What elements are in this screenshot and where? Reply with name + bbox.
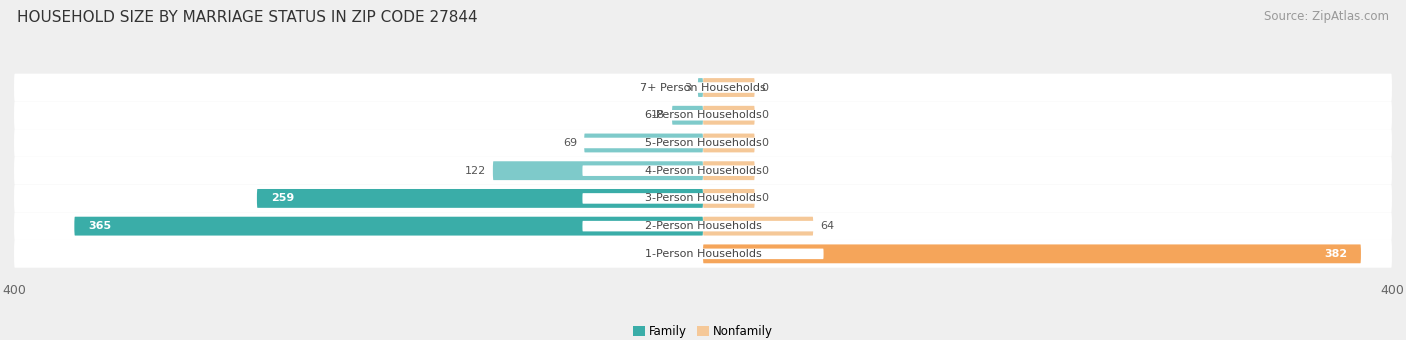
- FancyBboxPatch shape: [582, 221, 824, 232]
- FancyBboxPatch shape: [582, 138, 824, 148]
- Text: 6-Person Households: 6-Person Households: [644, 110, 762, 120]
- Text: 64: 64: [820, 221, 834, 231]
- FancyBboxPatch shape: [703, 134, 755, 152]
- FancyBboxPatch shape: [14, 74, 1392, 101]
- Text: 18: 18: [651, 110, 665, 120]
- Text: 1-Person Households: 1-Person Households: [644, 249, 762, 259]
- Text: 122: 122: [465, 166, 486, 176]
- FancyBboxPatch shape: [582, 249, 824, 259]
- FancyBboxPatch shape: [703, 244, 1361, 263]
- Text: 7+ Person Households: 7+ Person Households: [640, 83, 766, 92]
- Legend: Family, Nonfamily: Family, Nonfamily: [628, 320, 778, 340]
- Text: 3: 3: [683, 83, 690, 92]
- FancyBboxPatch shape: [703, 78, 755, 97]
- Text: 2-Person Households: 2-Person Households: [644, 221, 762, 231]
- FancyBboxPatch shape: [582, 166, 824, 176]
- Text: 382: 382: [1324, 249, 1347, 259]
- Text: HOUSEHOLD SIZE BY MARRIAGE STATUS IN ZIP CODE 27844: HOUSEHOLD SIZE BY MARRIAGE STATUS IN ZIP…: [17, 10, 478, 25]
- FancyBboxPatch shape: [75, 217, 703, 236]
- FancyBboxPatch shape: [703, 161, 755, 180]
- Text: 4-Person Households: 4-Person Households: [644, 166, 762, 176]
- FancyBboxPatch shape: [582, 193, 824, 204]
- FancyBboxPatch shape: [672, 106, 703, 125]
- FancyBboxPatch shape: [14, 240, 1392, 268]
- FancyBboxPatch shape: [14, 185, 1392, 212]
- Text: 0: 0: [762, 138, 769, 148]
- FancyBboxPatch shape: [582, 82, 824, 93]
- FancyBboxPatch shape: [14, 212, 1392, 240]
- Text: 0: 0: [762, 166, 769, 176]
- Text: 5-Person Households: 5-Person Households: [644, 138, 762, 148]
- Text: 3-Person Households: 3-Person Households: [644, 193, 762, 203]
- FancyBboxPatch shape: [14, 101, 1392, 129]
- FancyBboxPatch shape: [703, 106, 755, 125]
- FancyBboxPatch shape: [703, 217, 813, 236]
- FancyBboxPatch shape: [582, 110, 824, 120]
- FancyBboxPatch shape: [14, 157, 1392, 185]
- FancyBboxPatch shape: [257, 189, 703, 208]
- FancyBboxPatch shape: [583, 134, 703, 152]
- Text: 0: 0: [762, 193, 769, 203]
- Text: 259: 259: [271, 193, 294, 203]
- Text: 365: 365: [89, 221, 111, 231]
- Text: 0: 0: [762, 83, 769, 92]
- Text: Source: ZipAtlas.com: Source: ZipAtlas.com: [1264, 10, 1389, 23]
- FancyBboxPatch shape: [697, 78, 703, 97]
- Text: 69: 69: [564, 138, 578, 148]
- FancyBboxPatch shape: [14, 129, 1392, 157]
- FancyBboxPatch shape: [703, 189, 755, 208]
- FancyBboxPatch shape: [494, 161, 703, 180]
- Text: 0: 0: [762, 110, 769, 120]
